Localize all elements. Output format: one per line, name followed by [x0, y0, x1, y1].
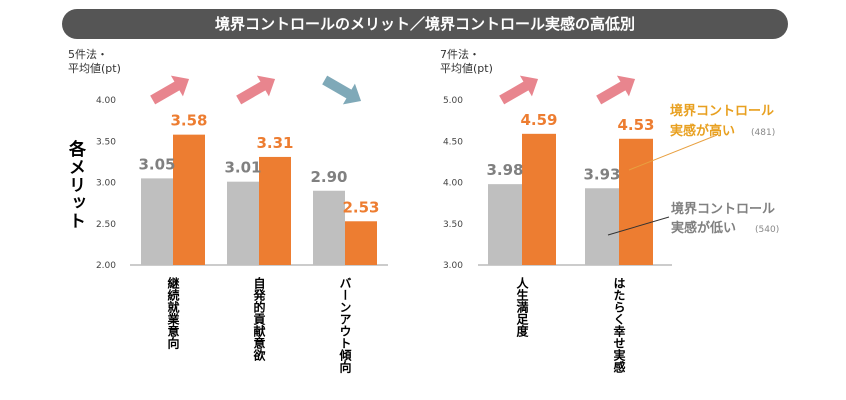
legend-high-n: (481) — [751, 128, 775, 138]
value-label-high: 2.53 — [342, 198, 379, 216]
arrow-shape — [596, 75, 636, 105]
unit-label: 平均値(pt) — [68, 62, 121, 75]
category-label: 自発的貢献意欲 — [252, 276, 266, 362]
value-label-high: 3.58 — [170, 112, 207, 130]
category-label: 継続就業意向 — [166, 276, 180, 350]
legend-high-line1: 境界コントロール — [670, 103, 774, 119]
y-tick-label: 4.00 — [443, 179, 463, 189]
category-label: 人生満足度 — [515, 276, 529, 338]
unit-label: 7件法・ — [440, 47, 480, 61]
bar-low — [141, 178, 173, 265]
y-tick-label: 3.50 — [443, 220, 463, 230]
legend-low-n: (540) — [755, 225, 779, 235]
right-chart: 7件法・平均値(pt) 3.00 3.50 4.00 4.50 5.00 3.98 4.59 人… — [440, 47, 672, 373]
value-label-low: 3.98 — [486, 161, 523, 179]
category-label: バーンアウト傾向 — [338, 277, 352, 374]
arrow-shape — [499, 75, 539, 105]
legend-leader-low — [607, 216, 670, 236]
y-tick-label: 4.50 — [443, 137, 463, 147]
value-label-high: 4.53 — [617, 116, 654, 134]
legend-leader-high — [628, 134, 718, 171]
trend-down-arrow-icon — [322, 75, 362, 105]
legend-low-line1: 境界コントロール — [671, 201, 775, 217]
y-tick-label: 2.00 — [96, 261, 116, 271]
trend-up-arrow-icon — [499, 75, 539, 105]
trend-up-arrow-icon — [150, 75, 190, 105]
trend-up-arrow-icon — [236, 75, 276, 105]
bar-low — [488, 184, 522, 265]
left-chart: 5件法・平均値(pt) 各メリット 2.00 2.50 3.00 3.50 4.00 3.05… — [65, 47, 388, 374]
value-label-high: 4.59 — [520, 111, 557, 129]
y-tick-label: 4.00 — [96, 96, 116, 106]
unit-label: 平均値(pt) — [440, 62, 493, 75]
y-tick-label: 3.00 — [96, 179, 116, 189]
bar-low — [227, 181, 259, 265]
value-label-low: 3.01 — [224, 159, 261, 177]
bar-high — [173, 134, 205, 265]
value-label-low: 3.05 — [138, 155, 175, 173]
value-label-high: 3.31 — [256, 134, 293, 152]
category-label: はたらく幸せ実感 — [612, 277, 626, 373]
arrow-shape — [236, 75, 276, 105]
bar-high — [619, 138, 653, 265]
arrow-shape — [322, 75, 362, 105]
y-tick-label: 2.50 — [96, 220, 116, 230]
legend-low-line2: 実感が低い — [671, 220, 736, 236]
bar-high — [345, 221, 377, 265]
y-tick-label: 3.50 — [96, 137, 116, 147]
unit-label: 5件法・ — [68, 47, 108, 61]
arrow-shape — [150, 75, 190, 105]
chart-title-banner: 境界コントロールのメリット／境界コントロール実感の高低別 — [62, 9, 788, 39]
legend-high-line2: 実感が高い — [670, 123, 735, 139]
side-label: 各メリット — [65, 139, 87, 230]
bar-low — [585, 188, 619, 265]
value-label-low: 3.93 — [583, 165, 620, 183]
y-tick-label: 5.00 — [443, 96, 463, 106]
trend-up-arrow-icon — [596, 75, 636, 105]
bar-high — [522, 133, 556, 265]
bar-low — [313, 190, 345, 265]
y-tick-label: 3.00 — [443, 261, 463, 271]
bar-high — [259, 156, 291, 265]
value-label-low: 2.90 — [310, 168, 347, 186]
